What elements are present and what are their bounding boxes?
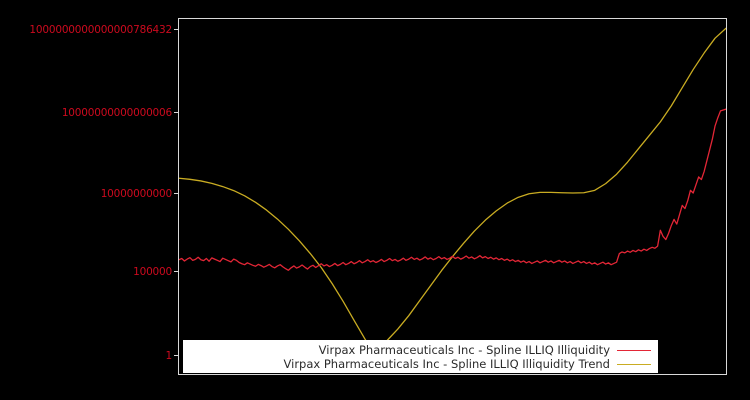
series-line-illiquidity [179,108,726,271]
legend-entry-trend: Virpax Pharmaceuticals Inc - Spline ILLI… [284,357,651,371]
ytick-mark-4 [174,355,178,356]
plot-canvas [179,27,726,350]
ytick-label-4: 1 [165,350,173,362]
chart-legend: Virpax Pharmaceuticals Inc - Spline ILLI… [183,340,658,373]
legend-label-illiquidity: Virpax Pharmaceuticals Inc - Spline ILLI… [318,343,610,357]
series-line-trend [179,27,726,350]
legend-label-trend: Virpax Pharmaceuticals Inc - Spline ILLI… [283,357,610,371]
ytick-mark-1 [174,112,178,113]
ytick-mark-2 [174,193,178,194]
legend-entry-illiquidity: Virpax Pharmaceuticals Inc - Spline ILLI… [319,343,651,357]
ytick-label-2: 10000000000 [100,188,172,200]
ytick-mark-3 [174,271,178,272]
legend-swatch-trend [617,363,651,365]
legend-swatch-illiquidity [617,349,651,351]
plot-area [178,18,727,375]
ytick-mark-0 [174,29,178,30]
ytick-label-1: 10000000000000006 [61,107,172,119]
ytick-label-0: 1000000000000000786432 [29,24,172,36]
ytick-label-3: 100000 [133,266,172,278]
